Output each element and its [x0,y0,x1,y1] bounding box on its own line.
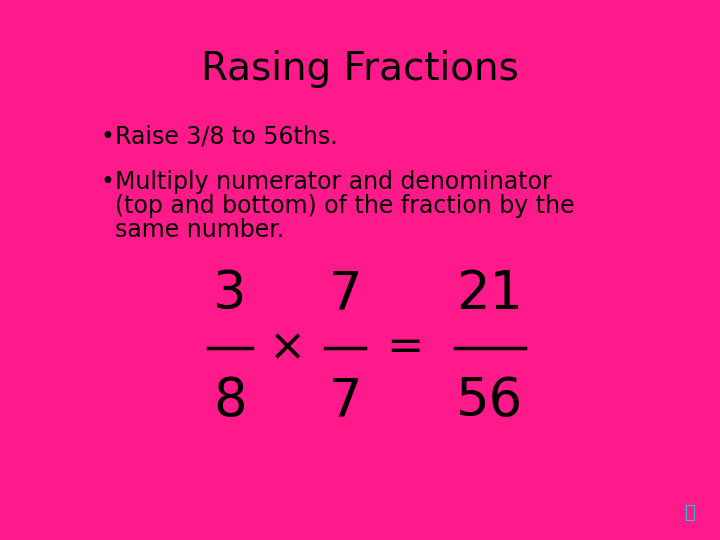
Text: 8: 8 [213,375,247,427]
Text: (top and bottom) of the fraction by the: (top and bottom) of the fraction by the [115,194,575,218]
Text: same number.: same number. [115,218,284,242]
Text: 3: 3 [213,268,247,320]
Text: Rasing Fractions: Rasing Fractions [201,50,519,88]
Text: 56: 56 [456,375,523,427]
Text: •: • [100,125,114,149]
Text: 7: 7 [328,375,362,427]
Text: 🔈: 🔈 [684,504,695,522]
Text: Multiply numerator and denominator: Multiply numerator and denominator [115,170,552,194]
Text: Raise 3/8 to 56ths.: Raise 3/8 to 56ths. [115,125,338,149]
Text: =: = [387,327,423,369]
Text: 7: 7 [328,268,362,320]
Text: •: • [100,170,114,194]
Text: ×: × [269,327,307,369]
Text: 21: 21 [456,268,523,320]
